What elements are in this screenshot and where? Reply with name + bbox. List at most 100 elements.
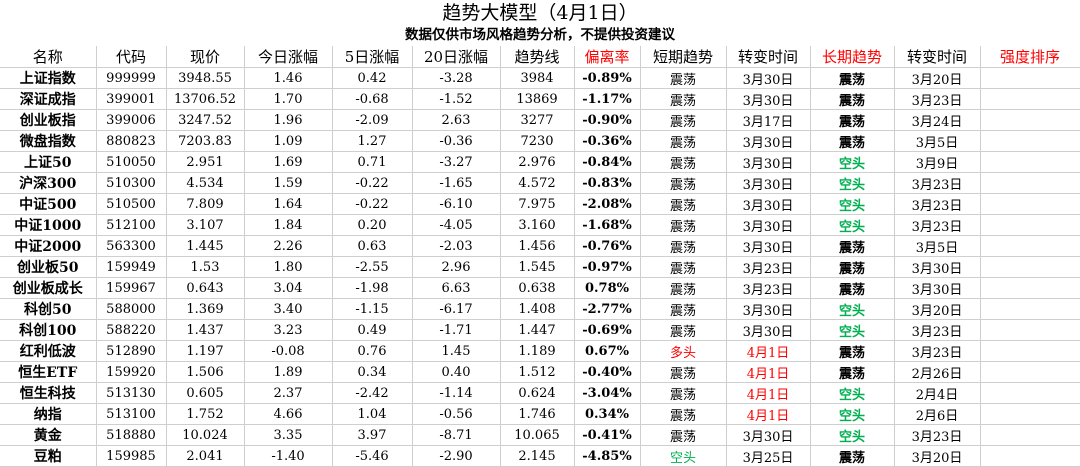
cell-short-change-time: 3月30日 bbox=[726, 235, 811, 257]
cell-today-change: 1.89 bbox=[244, 361, 333, 383]
cell-name: 深证成指 bbox=[0, 88, 97, 110]
cell-five-day-change: -5.46 bbox=[332, 445, 413, 467]
cell-short-change-time: 3月30日 bbox=[726, 67, 811, 89]
cell-deviation-rate: -1.17% bbox=[574, 88, 641, 110]
header-strength-rank: 强度排序 bbox=[980, 46, 1080, 68]
cell-twenty-day-change: -6.10 bbox=[412, 193, 501, 215]
cell-five-day-change: -1.15 bbox=[332, 298, 413, 320]
cell-five-day-change: -2.55 bbox=[332, 256, 413, 278]
cell-price: 1.506 bbox=[166, 361, 245, 383]
cell-price: 0.605 bbox=[166, 382, 245, 404]
cell-name: 创业板指 bbox=[0, 109, 97, 131]
cell-today-change: 3.23 bbox=[244, 319, 333, 341]
cell-strength-rank bbox=[980, 109, 1080, 131]
cell-strength-rank bbox=[980, 424, 1080, 446]
header-short-term-trend: 短期趋势 bbox=[640, 46, 727, 68]
cell-name: 中证1000 bbox=[0, 214, 97, 236]
cell-trend-line: 7230 bbox=[500, 130, 575, 152]
cell-short-term-trend: 震荡 bbox=[640, 88, 727, 110]
cell-name: 中证2000 bbox=[0, 235, 97, 257]
cell-twenty-day-change: 6.63 bbox=[412, 277, 501, 299]
cell-today-change: 1.80 bbox=[244, 256, 333, 278]
cell-deviation-rate: -0.36% bbox=[574, 130, 641, 152]
cell-trend-line: 7.975 bbox=[500, 193, 575, 215]
cell-long-term-trend: 震荡 bbox=[810, 361, 895, 383]
cell-short-term-trend: 震荡 bbox=[640, 382, 727, 404]
header-long-term-trend: 长期趋势 bbox=[810, 46, 895, 68]
table-row: 上证50 510050 2.951 1.69 0.71 -3.27 2.976 -0.84% 震… bbox=[0, 151, 1080, 173]
cell-strength-rank bbox=[980, 151, 1080, 173]
cell-long-term-trend: 震荡 bbox=[810, 235, 895, 257]
table-row: 深证成指 399001 13706.52 1.70 -0.68 -1.52 13869 -1.… bbox=[0, 88, 1080, 110]
cell-trend-line: 1.512 bbox=[500, 361, 575, 383]
cell-short-term-trend: 震荡 bbox=[640, 172, 727, 194]
table-row: 上证指数 999999 3948.55 1.46 0.42 -3.28 3984 -0.89%… bbox=[0, 67, 1080, 89]
cell-name: 沪深300 bbox=[0, 172, 97, 194]
table-row: 创业板成长 159967 0.643 3.04 -1.98 6.63 0.638 0.78% 震… bbox=[0, 277, 1080, 299]
cell-trend-line: 1.746 bbox=[500, 403, 575, 425]
table-row: 微盘指数 880823 7203.83 1.09 1.27 -0.36 7230 -0.36%… bbox=[0, 130, 1080, 152]
cell-deviation-rate: -0.40% bbox=[574, 361, 641, 383]
cell-strength-rank bbox=[980, 361, 1080, 383]
cell-code: 518880 bbox=[96, 424, 167, 446]
cell-five-day-change: 0.20 bbox=[332, 214, 413, 236]
cell-five-day-change: -0.68 bbox=[332, 88, 413, 110]
cell-strength-rank bbox=[980, 298, 1080, 320]
cell-code: 588000 bbox=[96, 298, 167, 320]
cell-today-change: 1.70 bbox=[244, 88, 333, 110]
cell-five-day-change: 0.71 bbox=[332, 151, 413, 173]
cell-short-change-time: 3月30日 bbox=[726, 151, 811, 173]
cell-code: 510500 bbox=[96, 193, 167, 215]
cell-twenty-day-change: -2.03 bbox=[412, 235, 501, 257]
cell-five-day-change: 1.04 bbox=[332, 403, 413, 425]
header-code: 代码 bbox=[96, 46, 167, 68]
cell-short-change-time: 3月30日 bbox=[726, 130, 811, 152]
cell-deviation-rate: -0.89% bbox=[574, 67, 641, 89]
cell-strength-rank bbox=[980, 445, 1080, 467]
cell-deviation-rate: -3.04% bbox=[574, 382, 641, 404]
cell-strength-rank bbox=[980, 382, 1080, 404]
cell-deviation-rate: -0.41% bbox=[574, 424, 641, 446]
header-deviation-rate: 偏离率 bbox=[574, 46, 641, 68]
cell-short-term-trend: 震荡 bbox=[640, 298, 727, 320]
cell-twenty-day-change: 0.40 bbox=[412, 361, 501, 383]
cell-code: 999999 bbox=[96, 67, 167, 89]
cell-short-change-time: 3月30日 bbox=[726, 172, 811, 194]
cell-twenty-day-change: -1.65 bbox=[412, 172, 501, 194]
table-row: 恒生ETF 159920 1.506 1.89 0.34 0.40 1.512 -0.40% 震… bbox=[0, 361, 1080, 383]
cell-long-change-time: 3月30日 bbox=[894, 277, 981, 299]
cell-name: 中证500 bbox=[0, 193, 97, 215]
cell-short-term-trend: 多头 bbox=[640, 340, 727, 362]
cell-short-change-time: 4月1日 bbox=[726, 361, 811, 383]
cell-five-day-change: -0.22 bbox=[332, 193, 413, 215]
cell-price: 2.951 bbox=[166, 151, 245, 173]
cell-code: 563300 bbox=[96, 235, 167, 257]
cell-strength-rank bbox=[980, 130, 1080, 152]
cell-deviation-rate: -1.68% bbox=[574, 214, 641, 236]
cell-trend-line: 3.160 bbox=[500, 214, 575, 236]
header-long-change-time: 转变时间 bbox=[894, 46, 981, 68]
cell-short-term-trend: 震荡 bbox=[640, 361, 727, 383]
cell-strength-rank bbox=[980, 214, 1080, 236]
cell-name: 恒生科技 bbox=[0, 382, 97, 404]
header-price: 现价 bbox=[166, 46, 245, 68]
cell-name: 科创100 bbox=[0, 319, 97, 341]
cell-short-term-trend: 震荡 bbox=[640, 319, 727, 341]
page-subtitle: 数据仅供市场风格趋势分析，不提供投资建议 bbox=[405, 27, 675, 43]
cell-short-change-time: 3月30日 bbox=[726, 319, 811, 341]
cell-deviation-rate: -0.97% bbox=[574, 256, 641, 278]
cell-short-change-time: 3月30日 bbox=[726, 424, 811, 446]
cell-price: 1.752 bbox=[166, 403, 245, 425]
cell-twenty-day-change: -1.14 bbox=[412, 382, 501, 404]
cell-short-change-time: 3月30日 bbox=[726, 298, 811, 320]
cell-long-change-time: 3月23日 bbox=[894, 340, 981, 362]
cell-code: 513100 bbox=[96, 403, 167, 425]
cell-long-term-trend: 震荡 bbox=[810, 88, 895, 110]
cell-trend-line: 13869 bbox=[500, 88, 575, 110]
cell-trend-line: 1.189 bbox=[500, 340, 575, 362]
table-row: 豆粕 159985 2.041 -1.40 -5.46 -2.90 2.145 -4.85% 空… bbox=[0, 445, 1080, 467]
cell-twenty-day-change: -1.52 bbox=[412, 88, 501, 110]
cell-long-term-trend: 震荡 bbox=[810, 109, 895, 131]
cell-code: 399001 bbox=[96, 88, 167, 110]
cell-five-day-change: -2.42 bbox=[332, 382, 413, 404]
